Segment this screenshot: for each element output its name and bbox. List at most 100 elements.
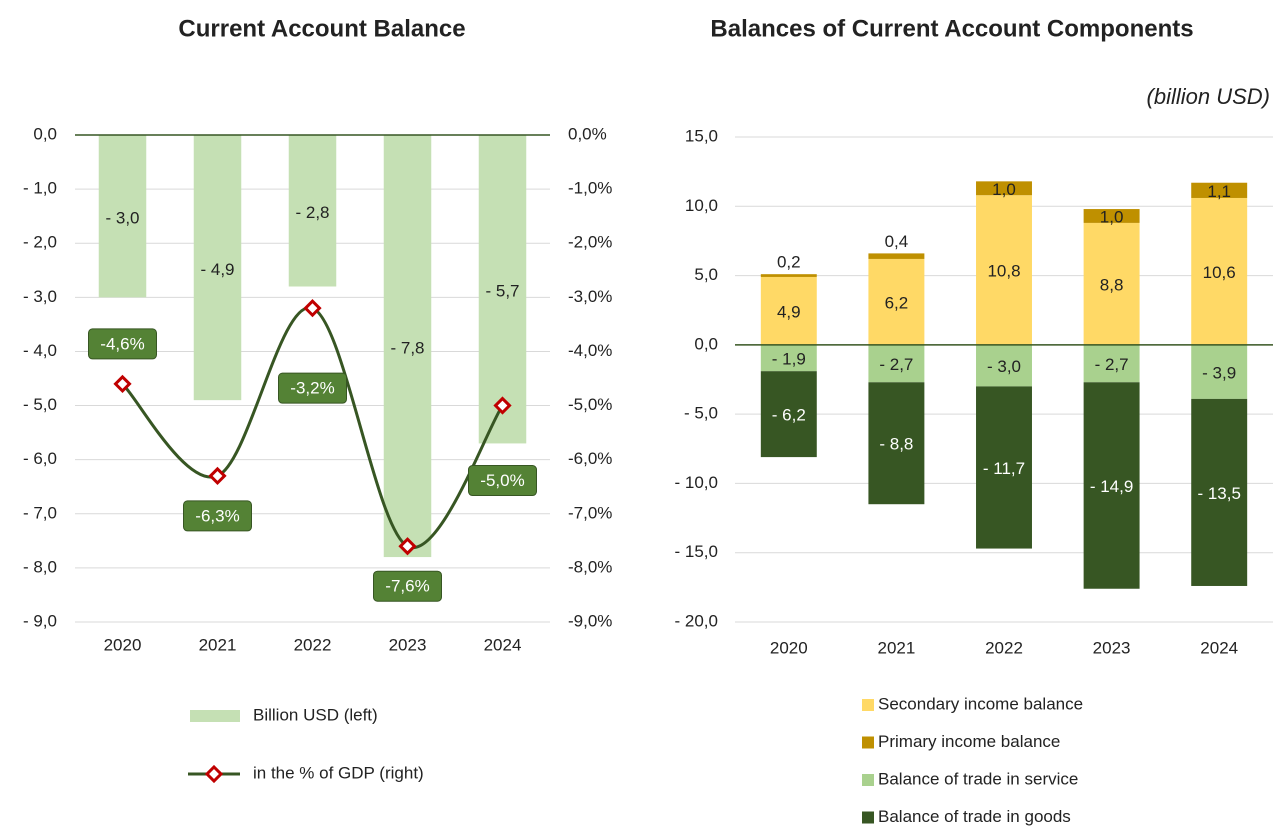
segment-label: - 8,8	[879, 435, 913, 454]
bar-segment	[868, 344, 925, 383]
line	[121, 306, 504, 550]
y-tick-label: 15,0	[685, 126, 718, 145]
segment-label: - 3,0	[987, 357, 1021, 376]
x-tick-label: 2023	[389, 635, 427, 654]
bar-label: - 7,8	[390, 339, 424, 358]
y-tick-label: - 9,0	[23, 611, 57, 630]
legend-swatch	[862, 774, 874, 786]
marker	[398, 537, 417, 556]
y-tick-label: 0,0	[33, 124, 57, 143]
segment-label: 0,2	[777, 253, 801, 272]
line-label: -3,2%	[290, 379, 334, 398]
segment-label: 1,0	[992, 180, 1016, 199]
bar-segment	[760, 274, 817, 277]
legend-label: in the % of GDP (right)	[253, 763, 424, 782]
bar-label: - 2,8	[295, 203, 329, 222]
bar-segment	[1191, 197, 1248, 345]
chart-subtitle: (billion USD)	[1147, 84, 1270, 109]
bar-segment	[760, 344, 817, 372]
legend-swatch	[190, 710, 240, 722]
bar-label: - 4,9	[200, 260, 234, 279]
y-tick-label: - 4,0	[23, 341, 57, 360]
marker	[493, 396, 512, 415]
segment-label: 6,2	[885, 293, 909, 312]
label-box	[468, 465, 537, 497]
legend-swatch	[862, 811, 874, 824]
bar-segment	[868, 253, 925, 259]
bar-segment	[868, 258, 925, 345]
segment-label: - 13,5	[1197, 484, 1240, 503]
line-label: -5,0%	[480, 471, 524, 490]
legend-swatch	[862, 736, 874, 749]
y-tick-label: 10,0	[685, 196, 718, 215]
legend-label: Balance of trade in goods	[878, 807, 1071, 826]
bar	[383, 135, 432, 558]
segment-label: 10,6	[1203, 263, 1236, 282]
line-label: -4,6%	[100, 334, 144, 353]
y-tick-label: -9,0%	[568, 611, 612, 630]
y-tick-label: -3,0%	[568, 287, 612, 306]
marker	[113, 374, 132, 394]
bar-segment	[1083, 209, 1140, 223]
bar-label: - 5,7	[485, 282, 519, 301]
x-tick-label: 2020	[770, 638, 808, 657]
legend-label: Billion USD (left)	[253, 705, 378, 724]
bar-label: - 3,0	[105, 209, 139, 228]
bar-segment	[760, 371, 817, 458]
label-box	[88, 328, 157, 360]
bar-segment	[1191, 182, 1248, 198]
bar	[478, 135, 527, 444]
segment-label: 8,8	[1100, 275, 1124, 294]
x-tick-label: 2021	[199, 635, 237, 654]
bar-segment	[1083, 382, 1140, 589]
x-tick-label: 2021	[877, 638, 915, 657]
bar-segment	[760, 276, 817, 345]
bar	[98, 135, 147, 298]
segment-label: - 2,7	[879, 355, 913, 374]
legend-label: Primary income balance	[878, 732, 1060, 751]
y-tick-label: -2,0%	[568, 233, 612, 252]
segment-label: 1,1	[1207, 182, 1231, 201]
y-tick-label: - 7,0	[23, 503, 57, 522]
y-tick-label: - 8,0	[23, 557, 57, 576]
x-tick-label: 2022	[294, 635, 332, 654]
y-tick-label: - 15,0	[675, 542, 718, 561]
y-tick-label: - 5,0	[684, 404, 718, 423]
segment-label: - 1,9	[772, 350, 806, 369]
segment-label: - 2,7	[1095, 355, 1129, 374]
marker	[303, 299, 322, 318]
label-box	[373, 570, 442, 602]
x-tick-label: 2020	[104, 635, 142, 654]
y-tick-label: -5,0%	[568, 395, 612, 414]
y-tick-label: - 6,0	[23, 449, 57, 468]
y-tick-label: -7,0%	[568, 503, 612, 522]
y-tick-label: - 3,0	[23, 287, 57, 306]
bar	[193, 135, 242, 401]
line-label: -7,6%	[385, 577, 429, 596]
bar-segment	[1191, 398, 1248, 586]
bar-segment	[976, 344, 1032, 387]
segment-label: - 11,7	[983, 459, 1025, 478]
segment-label: - 14,9	[1090, 477, 1133, 496]
y-tick-label: - 1,0	[23, 179, 57, 198]
segment-label: 10,8	[987, 262, 1020, 281]
segment-label: 0,4	[885, 232, 909, 251]
legend-marker	[204, 764, 224, 784]
label-box	[278, 372, 347, 404]
chart-title: Current Account Balance	[178, 15, 465, 42]
segment-label: 1,0	[1100, 207, 1124, 226]
y-tick-label: - 2,0	[23, 233, 57, 252]
chart-title: Balances of Current Account Components	[710, 15, 1193, 42]
y-tick-label: -4,0%	[568, 341, 612, 360]
y-tick-label: -6,0%	[568, 449, 612, 468]
bar-segment	[1083, 344, 1140, 383]
segment-label: - 6,2	[772, 406, 806, 425]
y-tick-label: -8,0%	[568, 557, 612, 576]
x-tick-label: 2024	[484, 635, 522, 654]
bar-segment	[976, 181, 1032, 196]
bar-segment	[1083, 222, 1140, 345]
line-label: -6,3%	[195, 506, 239, 525]
marker	[208, 466, 227, 486]
